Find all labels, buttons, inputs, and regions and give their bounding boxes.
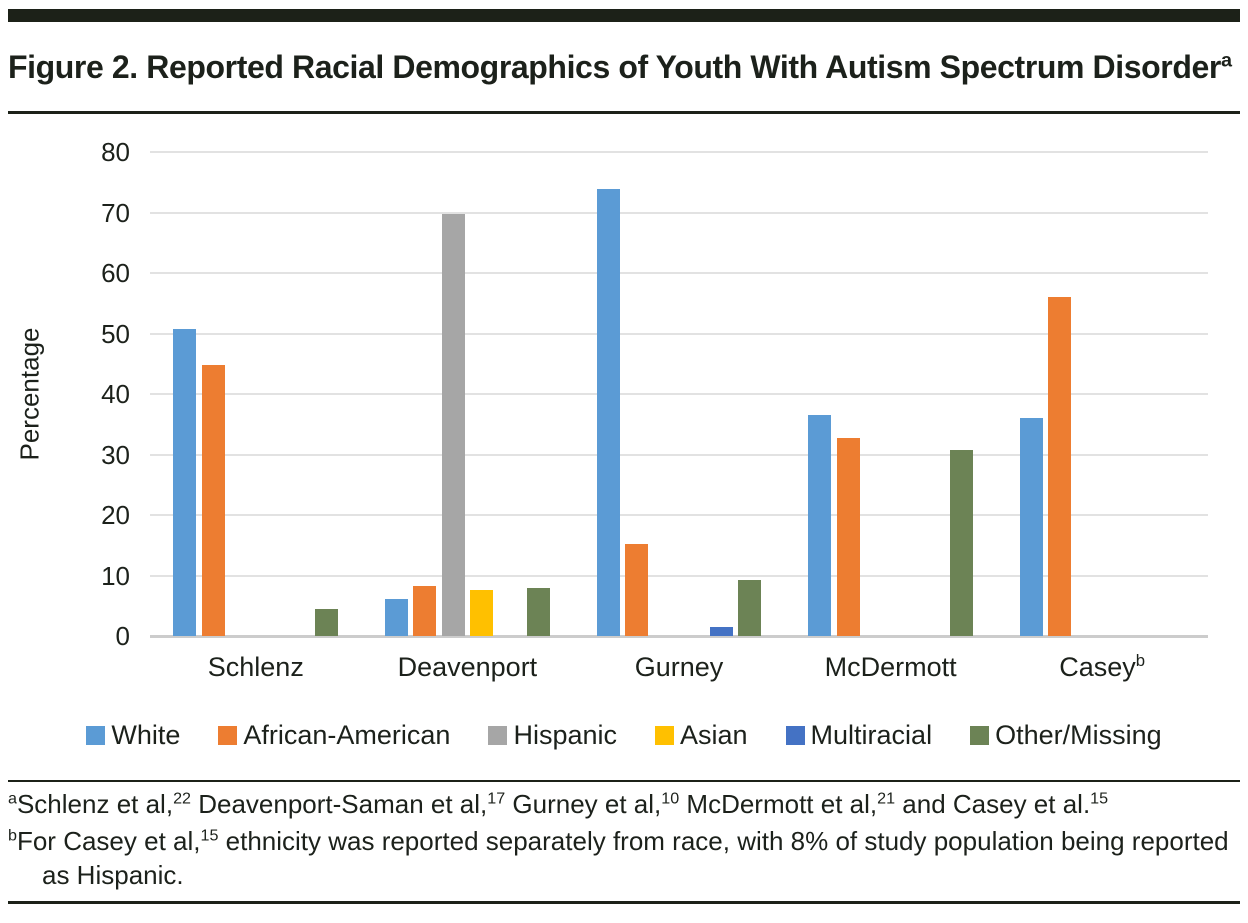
y-tick-label: 20 — [101, 500, 130, 530]
bar-african-american-schlenz — [201, 364, 225, 636]
bar-white-mcdermott — [808, 415, 832, 636]
category-label: Deavenport — [397, 652, 538, 682]
gridline — [150, 574, 1208, 577]
top-rule — [8, 9, 1240, 22]
superscript: b — [8, 825, 17, 844]
superscript: a — [8, 789, 17, 808]
y-tick-label: 80 — [101, 137, 130, 167]
bar-hispanic-deavenport — [441, 213, 465, 636]
plot-area — [150, 151, 1208, 638]
gridline — [150, 211, 1208, 214]
bar-african-american-casey — [1048, 296, 1072, 636]
y-tick-label: 40 — [101, 379, 130, 409]
category-label: Casey — [1059, 652, 1136, 682]
y-tick-label: 50 — [101, 318, 130, 349]
y-tick-label: 70 — [101, 197, 130, 228]
superscript: 22 — [173, 789, 191, 808]
legend-item-multiracial: Multiracial — [785, 720, 933, 751]
bar-other-missing-gurney — [738, 580, 762, 636]
title-divider-rule — [8, 111, 1240, 114]
legend-swatch-icon — [655, 726, 674, 745]
bar-white-casey — [1019, 417, 1043, 636]
x-axis-label-schlenz: Schlenz — [151, 652, 361, 683]
legend-swatch-icon — [86, 726, 106, 745]
bottom-rule — [8, 901, 1240, 904]
bar-asian-deavenport — [470, 590, 494, 636]
legend-label: Asian — [680, 720, 748, 750]
category-label: Gurney — [634, 652, 724, 682]
legend-label: Multiracial — [810, 720, 933, 750]
footnote-b: bFor Casey et al,15 ethnicity was report… — [8, 824, 1234, 893]
text-segment: Figure 2. Reported Racial Demographics o… — [8, 49, 1221, 86]
bar-other-missing-schlenz — [315, 609, 339, 636]
bar-multiracial-gurney — [709, 626, 733, 636]
chart-legend: White African-American Hispanic Asian Multir… — [0, 720, 1248, 751]
legend-label: Other/Missing — [995, 720, 1162, 750]
superscript: 17 — [487, 789, 506, 808]
text-segment: Deavenport-Saman et al, — [190, 789, 488, 819]
superscript: b — [1135, 651, 1146, 670]
x-axis-line — [150, 635, 1208, 638]
legend-item-other-missing: Other/Missing — [970, 720, 1162, 751]
y-tick-label: 60 — [101, 258, 130, 288]
legend-swatch-icon — [488, 726, 508, 745]
legend-swatch-icon — [218, 726, 238, 745]
figure-title: Figure 2. Reported Racial Demographics o… — [8, 48, 1240, 87]
text-segment: For Casey et al, — [16, 825, 201, 856]
y-tick-label: 30 — [101, 439, 130, 470]
gridline — [150, 332, 1208, 335]
superscript: 10 — [661, 789, 680, 808]
bar-african-american-mcdermott — [836, 438, 860, 636]
y-tick-label: 10 — [101, 560, 130, 591]
legend-label: Hispanic — [513, 720, 617, 750]
legend-label: African-American — [243, 720, 451, 750]
bar-african-american-gurney — [625, 544, 648, 636]
superscript: 15 — [1090, 789, 1109, 808]
text-segment: and Casey et al. — [895, 789, 1091, 819]
gridline — [150, 151, 1208, 153]
superscript: 15 — [200, 825, 219, 844]
bar-white-gurney — [596, 188, 620, 636]
bar-other-missing-deavenport — [526, 588, 550, 636]
footnote-a: aSchlenz et al,22 Deavenport-Saman et al… — [8, 787, 1234, 822]
legend-item-african-american: African-American — [218, 720, 450, 751]
legend-label: White — [111, 720, 181, 750]
footnotes: aSchlenz et al,22 Deavenport-Saman et al… — [8, 787, 1234, 893]
gridline — [150, 272, 1208, 274]
footnote-divider-rule — [8, 780, 1240, 782]
bar-white-schlenz — [173, 329, 197, 636]
superscript: 21 — [877, 789, 896, 808]
legend-swatch-icon — [970, 726, 990, 745]
bar-white-deavenport — [385, 598, 409, 636]
gridline — [150, 514, 1208, 516]
superscript: a — [1220, 49, 1232, 72]
x-axis-label-deavenport: Deavenport — [362, 652, 572, 683]
x-axis-label-casey: Caseyb — [997, 652, 1207, 683]
y-tick-label: 0 — [115, 621, 130, 651]
gridline — [150, 453, 1208, 456]
legend-item-hispanic: Hispanic — [488, 720, 617, 751]
gridline — [150, 393, 1208, 395]
category-label: Schlenz — [207, 652, 304, 682]
bar-other-missing-mcdermott — [949, 449, 973, 636]
text-segment: Gurney et al, — [505, 789, 662, 819]
text-segment: McDermott et al, — [679, 789, 878, 819]
x-axis-label-mcdermott: McDermott — [786, 652, 996, 683]
text-segment: Schlenz et al, — [16, 789, 174, 819]
category-label: McDermott — [824, 652, 957, 682]
legend-swatch-icon — [785, 726, 805, 745]
bar-african-american-deavenport — [413, 585, 437, 636]
text-segment: ethnicity was reported separately from r… — [42, 825, 1229, 891]
x-axis-label-gurney: Gurney — [574, 652, 784, 683]
legend-item-white: White — [86, 720, 180, 751]
legend-item-asian: Asian — [655, 720, 748, 751]
